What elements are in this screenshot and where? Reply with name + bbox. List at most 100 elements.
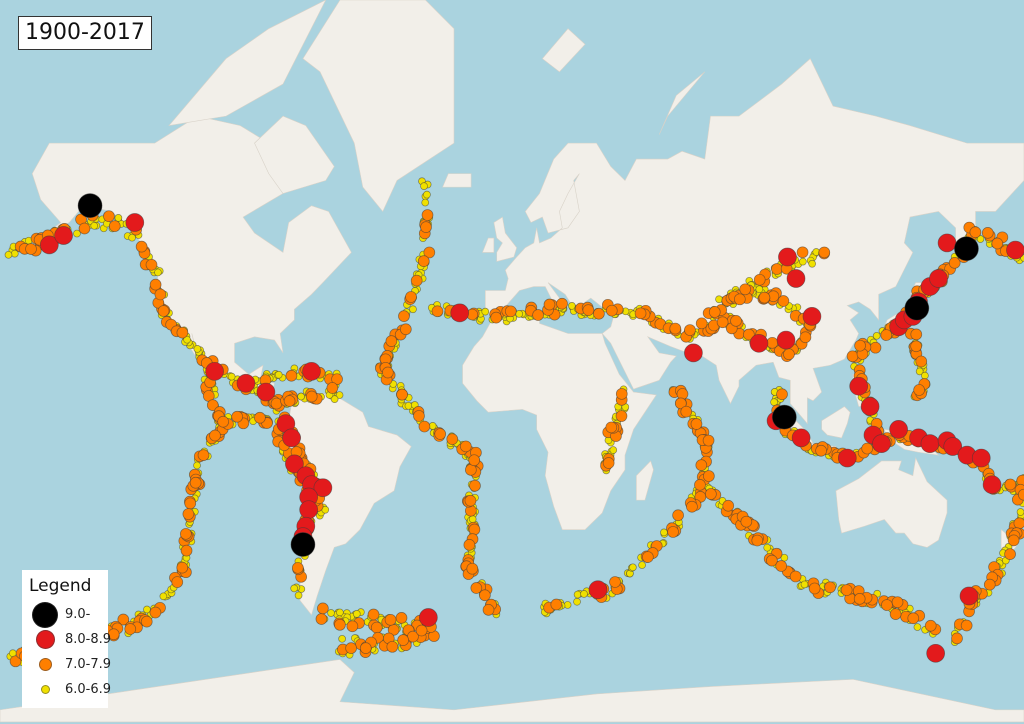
quake-marker-8 bbox=[256, 382, 276, 402]
quake-marker-8 bbox=[791, 428, 811, 448]
quake-marker-7 bbox=[397, 634, 409, 646]
quake-marker-7 bbox=[410, 274, 423, 287]
quake-marker-7 bbox=[108, 220, 121, 233]
quake-marker-7 bbox=[854, 339, 866, 352]
quake-marker-8 bbox=[802, 307, 822, 326]
legend-item-m9: 9.0- bbox=[29, 601, 108, 628]
quake-marker-6 bbox=[143, 605, 151, 614]
quake-marker-8 bbox=[982, 475, 1002, 495]
quake-marker-7 bbox=[642, 551, 654, 563]
quake-marker-7 bbox=[605, 304, 618, 317]
quake-marker-7 bbox=[367, 608, 380, 621]
quake-marker-7 bbox=[504, 305, 517, 318]
quake-marker-8 bbox=[889, 420, 908, 439]
quake-marker-6 bbox=[715, 295, 723, 304]
quake-marker-7 bbox=[602, 457, 615, 469]
quake-marker-7 bbox=[672, 509, 684, 522]
quake-marker-7 bbox=[667, 526, 679, 538]
quake-marker-7 bbox=[421, 209, 434, 221]
quake-marker-6 bbox=[808, 259, 817, 268]
quake-marker-8 bbox=[684, 343, 703, 363]
legend-item-m7: 7.0-7.9 bbox=[29, 652, 111, 677]
quake-marker-7 bbox=[157, 305, 170, 317]
quake-marker-8 bbox=[959, 586, 979, 606]
legend-marker-red-icon bbox=[35, 630, 55, 649]
quake-marker-7 bbox=[460, 440, 472, 453]
quake-marker-7 bbox=[783, 348, 795, 361]
quake-marker-6 bbox=[297, 392, 305, 401]
quake-marker-7 bbox=[317, 602, 329, 615]
quake-marker-6 bbox=[921, 371, 929, 380]
quake-marker-6 bbox=[799, 257, 807, 266]
landmass-australia bbox=[835, 457, 948, 548]
quake-marker-6 bbox=[73, 229, 81, 238]
quake-marker-7 bbox=[730, 315, 742, 327]
quake-marker-8 bbox=[285, 454, 304, 474]
quake-marker-8 bbox=[39, 235, 59, 255]
quake-marker-7 bbox=[381, 366, 394, 379]
quake-marker-7 bbox=[346, 620, 359, 633]
quake-marker-9 bbox=[77, 193, 103, 219]
quake-marker-7 bbox=[206, 399, 219, 411]
quake-marker-7 bbox=[469, 479, 481, 492]
quake-marker-7 bbox=[470, 582, 483, 594]
quake-marker-8 bbox=[849, 376, 869, 396]
quake-marker-7 bbox=[695, 317, 708, 330]
quake-marker-7 bbox=[951, 632, 963, 645]
quake-marker-6 bbox=[183, 335, 191, 344]
quake-marker-6 bbox=[770, 398, 778, 406]
quake-marker-7 bbox=[386, 640, 399, 653]
quake-marker-7 bbox=[766, 554, 778, 567]
quake-marker-7 bbox=[543, 298, 556, 311]
quake-marker-6 bbox=[4, 250, 13, 259]
legend-marker-yellow-icon bbox=[40, 685, 50, 694]
quake-marker-6 bbox=[330, 395, 339, 403]
quake-marker-7 bbox=[291, 562, 304, 574]
quake-marker-7 bbox=[609, 576, 621, 588]
quake-marker-7 bbox=[413, 410, 425, 422]
quake-marker-7 bbox=[891, 596, 904, 609]
quake-marker-8 bbox=[302, 361, 321, 381]
legend-title: Legend bbox=[29, 576, 92, 596]
quake-marker-7 bbox=[468, 454, 481, 467]
quake-marker-7 bbox=[694, 479, 706, 491]
quake-marker-8 bbox=[778, 247, 797, 267]
quake-marker-6 bbox=[128, 233, 136, 242]
quake-marker-7 bbox=[431, 305, 444, 318]
quake-marker-7 bbox=[743, 328, 755, 341]
quake-marker-8 bbox=[54, 226, 73, 245]
legend-label: 8.0-8.9 bbox=[65, 631, 112, 647]
quake-marker-6 bbox=[114, 214, 123, 222]
quake-marker-7 bbox=[880, 329, 893, 341]
quake-marker-8 bbox=[937, 233, 957, 253]
quake-marker-8 bbox=[205, 361, 224, 381]
quake-marker-7 bbox=[991, 237, 1004, 250]
quake-marker-7 bbox=[969, 226, 982, 239]
quake-marker-8 bbox=[299, 500, 318, 520]
quake-marker-7 bbox=[418, 420, 431, 433]
quake-marker-7 bbox=[283, 395, 296, 407]
quake-marker-7 bbox=[124, 623, 137, 635]
quake-marker-6 bbox=[573, 590, 582, 599]
quake-marker-6 bbox=[468, 515, 477, 523]
quake-marker-7 bbox=[145, 258, 158, 271]
quake-marker-7 bbox=[907, 612, 920, 625]
landmass-britain bbox=[493, 216, 518, 262]
quake-marker-7 bbox=[615, 388, 628, 400]
quake-marker-7 bbox=[334, 618, 346, 631]
landmass-madagascar bbox=[636, 460, 654, 501]
quake-marker-9 bbox=[771, 404, 797, 430]
quake-marker-7 bbox=[209, 429, 221, 442]
quake-marker-6 bbox=[336, 608, 344, 617]
quake-marker-7 bbox=[796, 246, 809, 259]
quake-marker-7 bbox=[171, 576, 184, 588]
quake-marker-7 bbox=[948, 257, 961, 269]
quake-marker-7 bbox=[739, 283, 752, 296]
quake-marker-6 bbox=[409, 305, 417, 314]
quake-marker-6 bbox=[763, 543, 772, 552]
legend-marker-orange-icon bbox=[38, 658, 52, 671]
quake-marker-7 bbox=[217, 415, 230, 428]
landmass-borneo bbox=[821, 406, 851, 439]
quake-marker-7 bbox=[593, 307, 605, 320]
